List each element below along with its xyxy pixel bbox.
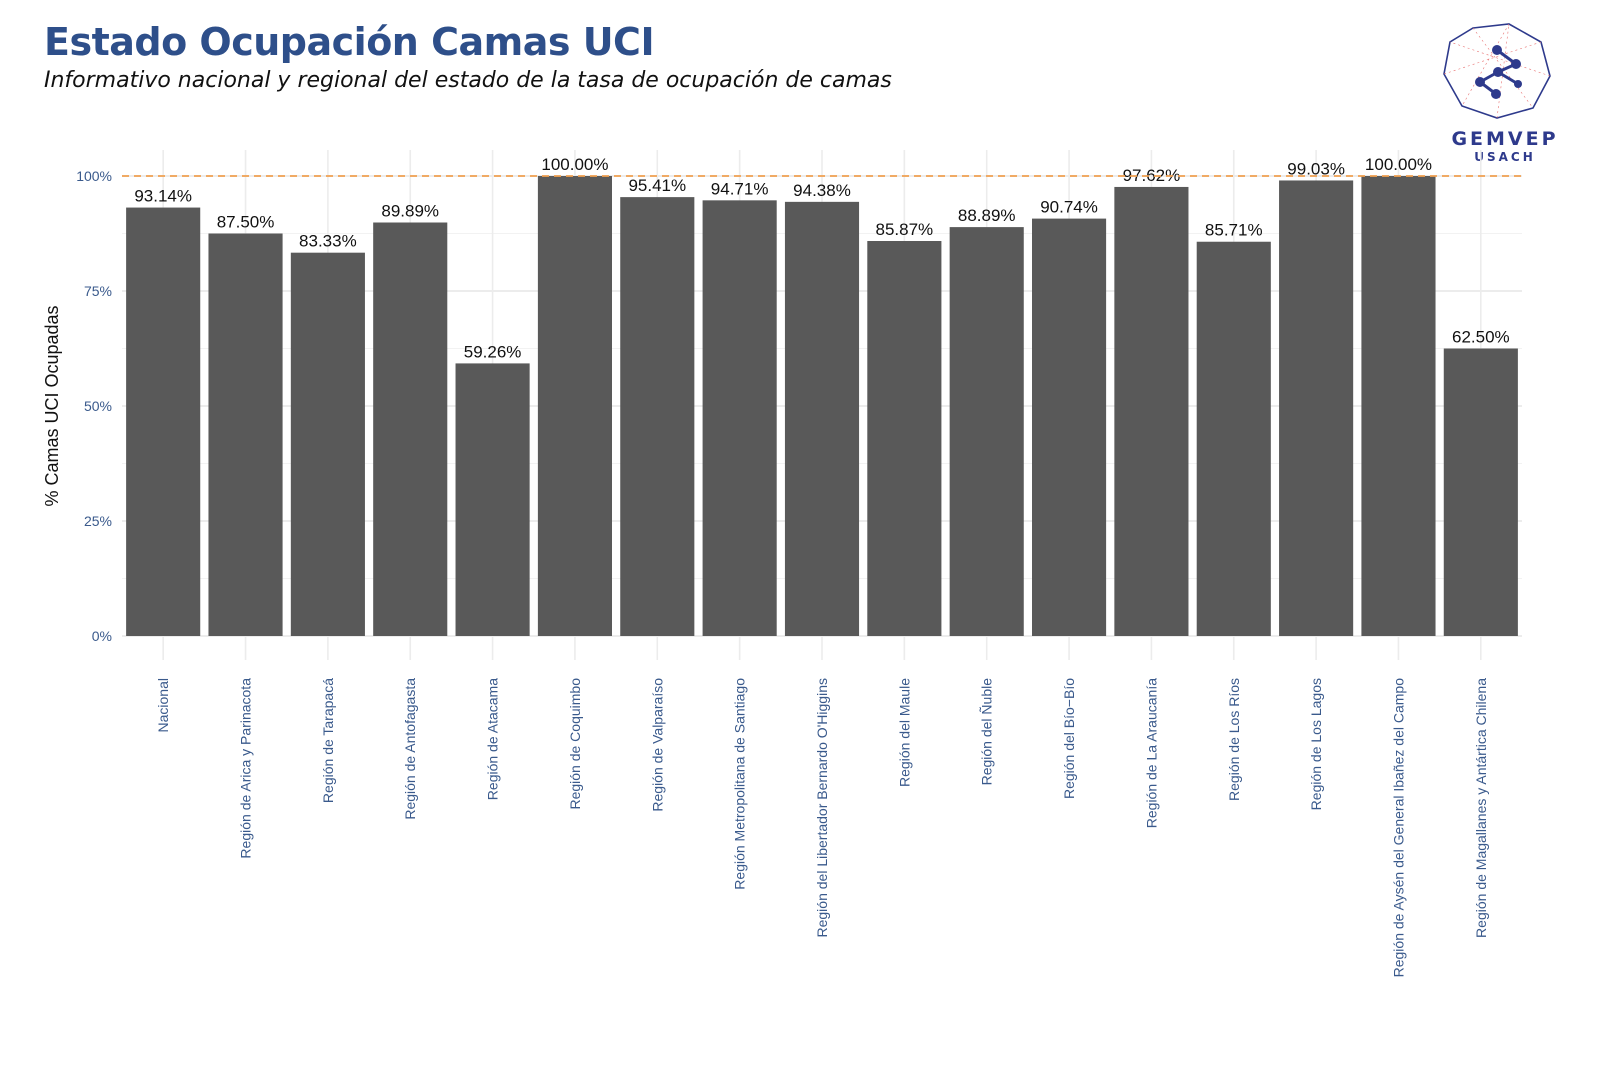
x-tick-label: Región de Coquimbo: [567, 678, 583, 810]
bar: [537, 176, 612, 636]
bar: [867, 240, 942, 637]
data-label: 89.89%: [381, 202, 439, 221]
x-tick-label: Región de Aysén del General Ibañez del C…: [1390, 678, 1406, 978]
bar: [1196, 241, 1271, 636]
x-tick-label: Región de Los Lagos: [1308, 678, 1324, 810]
bar: [1114, 186, 1189, 636]
y-tick-label: 75%: [84, 283, 112, 299]
x-tick-label: Región de La Araucanía: [1143, 678, 1159, 828]
bar: [620, 197, 695, 636]
y-tick-label: 50%: [84, 398, 112, 414]
data-label: 95.41%: [628, 176, 686, 195]
page-subtitle: Informativo nacional y regional del esta…: [44, 68, 892, 93]
bar: [1361, 176, 1436, 636]
data-label: 100.00%: [1365, 155, 1432, 174]
data-label: 94.71%: [711, 179, 769, 198]
x-tick-label: Región Metropolitana de Santiago: [732, 678, 748, 890]
data-label: 83.33%: [299, 232, 357, 251]
data-label: 90.74%: [1040, 198, 1098, 217]
bar: [455, 363, 530, 636]
x-tick-label: Región de Arica y Parinacota: [238, 678, 254, 859]
data-label: 85.87%: [876, 220, 934, 239]
bar: [208, 233, 283, 636]
bar: [702, 200, 777, 637]
header: Estado Ocupación Camas UCI Informativo n…: [44, 18, 892, 93]
data-label: 100.00%: [541, 155, 608, 174]
y-tick-label: 0%: [92, 628, 112, 644]
data-label: 99.03%: [1287, 159, 1345, 178]
logo-subtitle: USACH: [1474, 150, 1536, 164]
x-tick-label: Región de Tarapacá: [320, 678, 336, 803]
data-label: 59.26%: [464, 342, 522, 361]
x-tick-label: Nacional: [155, 678, 171, 732]
x-tick-label: Región de Los Ríos: [1226, 678, 1242, 801]
data-label: 62.50%: [1452, 328, 1510, 347]
bar: [290, 252, 365, 636]
network-nodes-logo-icon: [1424, 18, 1574, 168]
bar: [784, 201, 860, 637]
y-tick-label: 25%: [84, 513, 112, 529]
x-tick-label: Región de Magallanes y Antártica Chilena: [1473, 678, 1489, 938]
logo-name: GEMVEP: [1451, 128, 1559, 150]
data-label: 88.89%: [958, 206, 1016, 225]
x-tick-label: Región del Maule: [896, 678, 912, 787]
bar: [373, 222, 448, 637]
bar: [1032, 218, 1107, 636]
page-title: Estado Ocupación Camas UCI: [44, 20, 655, 64]
data-label: 87.50%: [217, 213, 275, 232]
x-tick-label: Región de Antofagasta: [402, 678, 418, 820]
x-tick-label: Región de Valparaíso: [649, 678, 665, 812]
bar: [1443, 348, 1518, 636]
x-tick-label: Región de Atacama: [485, 678, 501, 800]
data-label: 85.71%: [1205, 221, 1263, 240]
data-label: 93.14%: [134, 187, 192, 206]
x-tick-label: Región del Ñuble: [979, 678, 995, 786]
y-axis-title: % Camas UCI Ocupadas: [42, 305, 62, 506]
x-tick-label: Región del Bío−Bío: [1061, 678, 1077, 799]
y-tick-label: 100%: [76, 168, 112, 184]
bar: [1279, 180, 1354, 636]
x-tick-label: Región del Libertador Bernardo O'Higgins: [814, 678, 830, 938]
data-label: 97.62%: [1123, 166, 1181, 185]
bar: [126, 207, 201, 636]
bar: [949, 227, 1024, 636]
data-label: 94.38%: [793, 181, 851, 200]
